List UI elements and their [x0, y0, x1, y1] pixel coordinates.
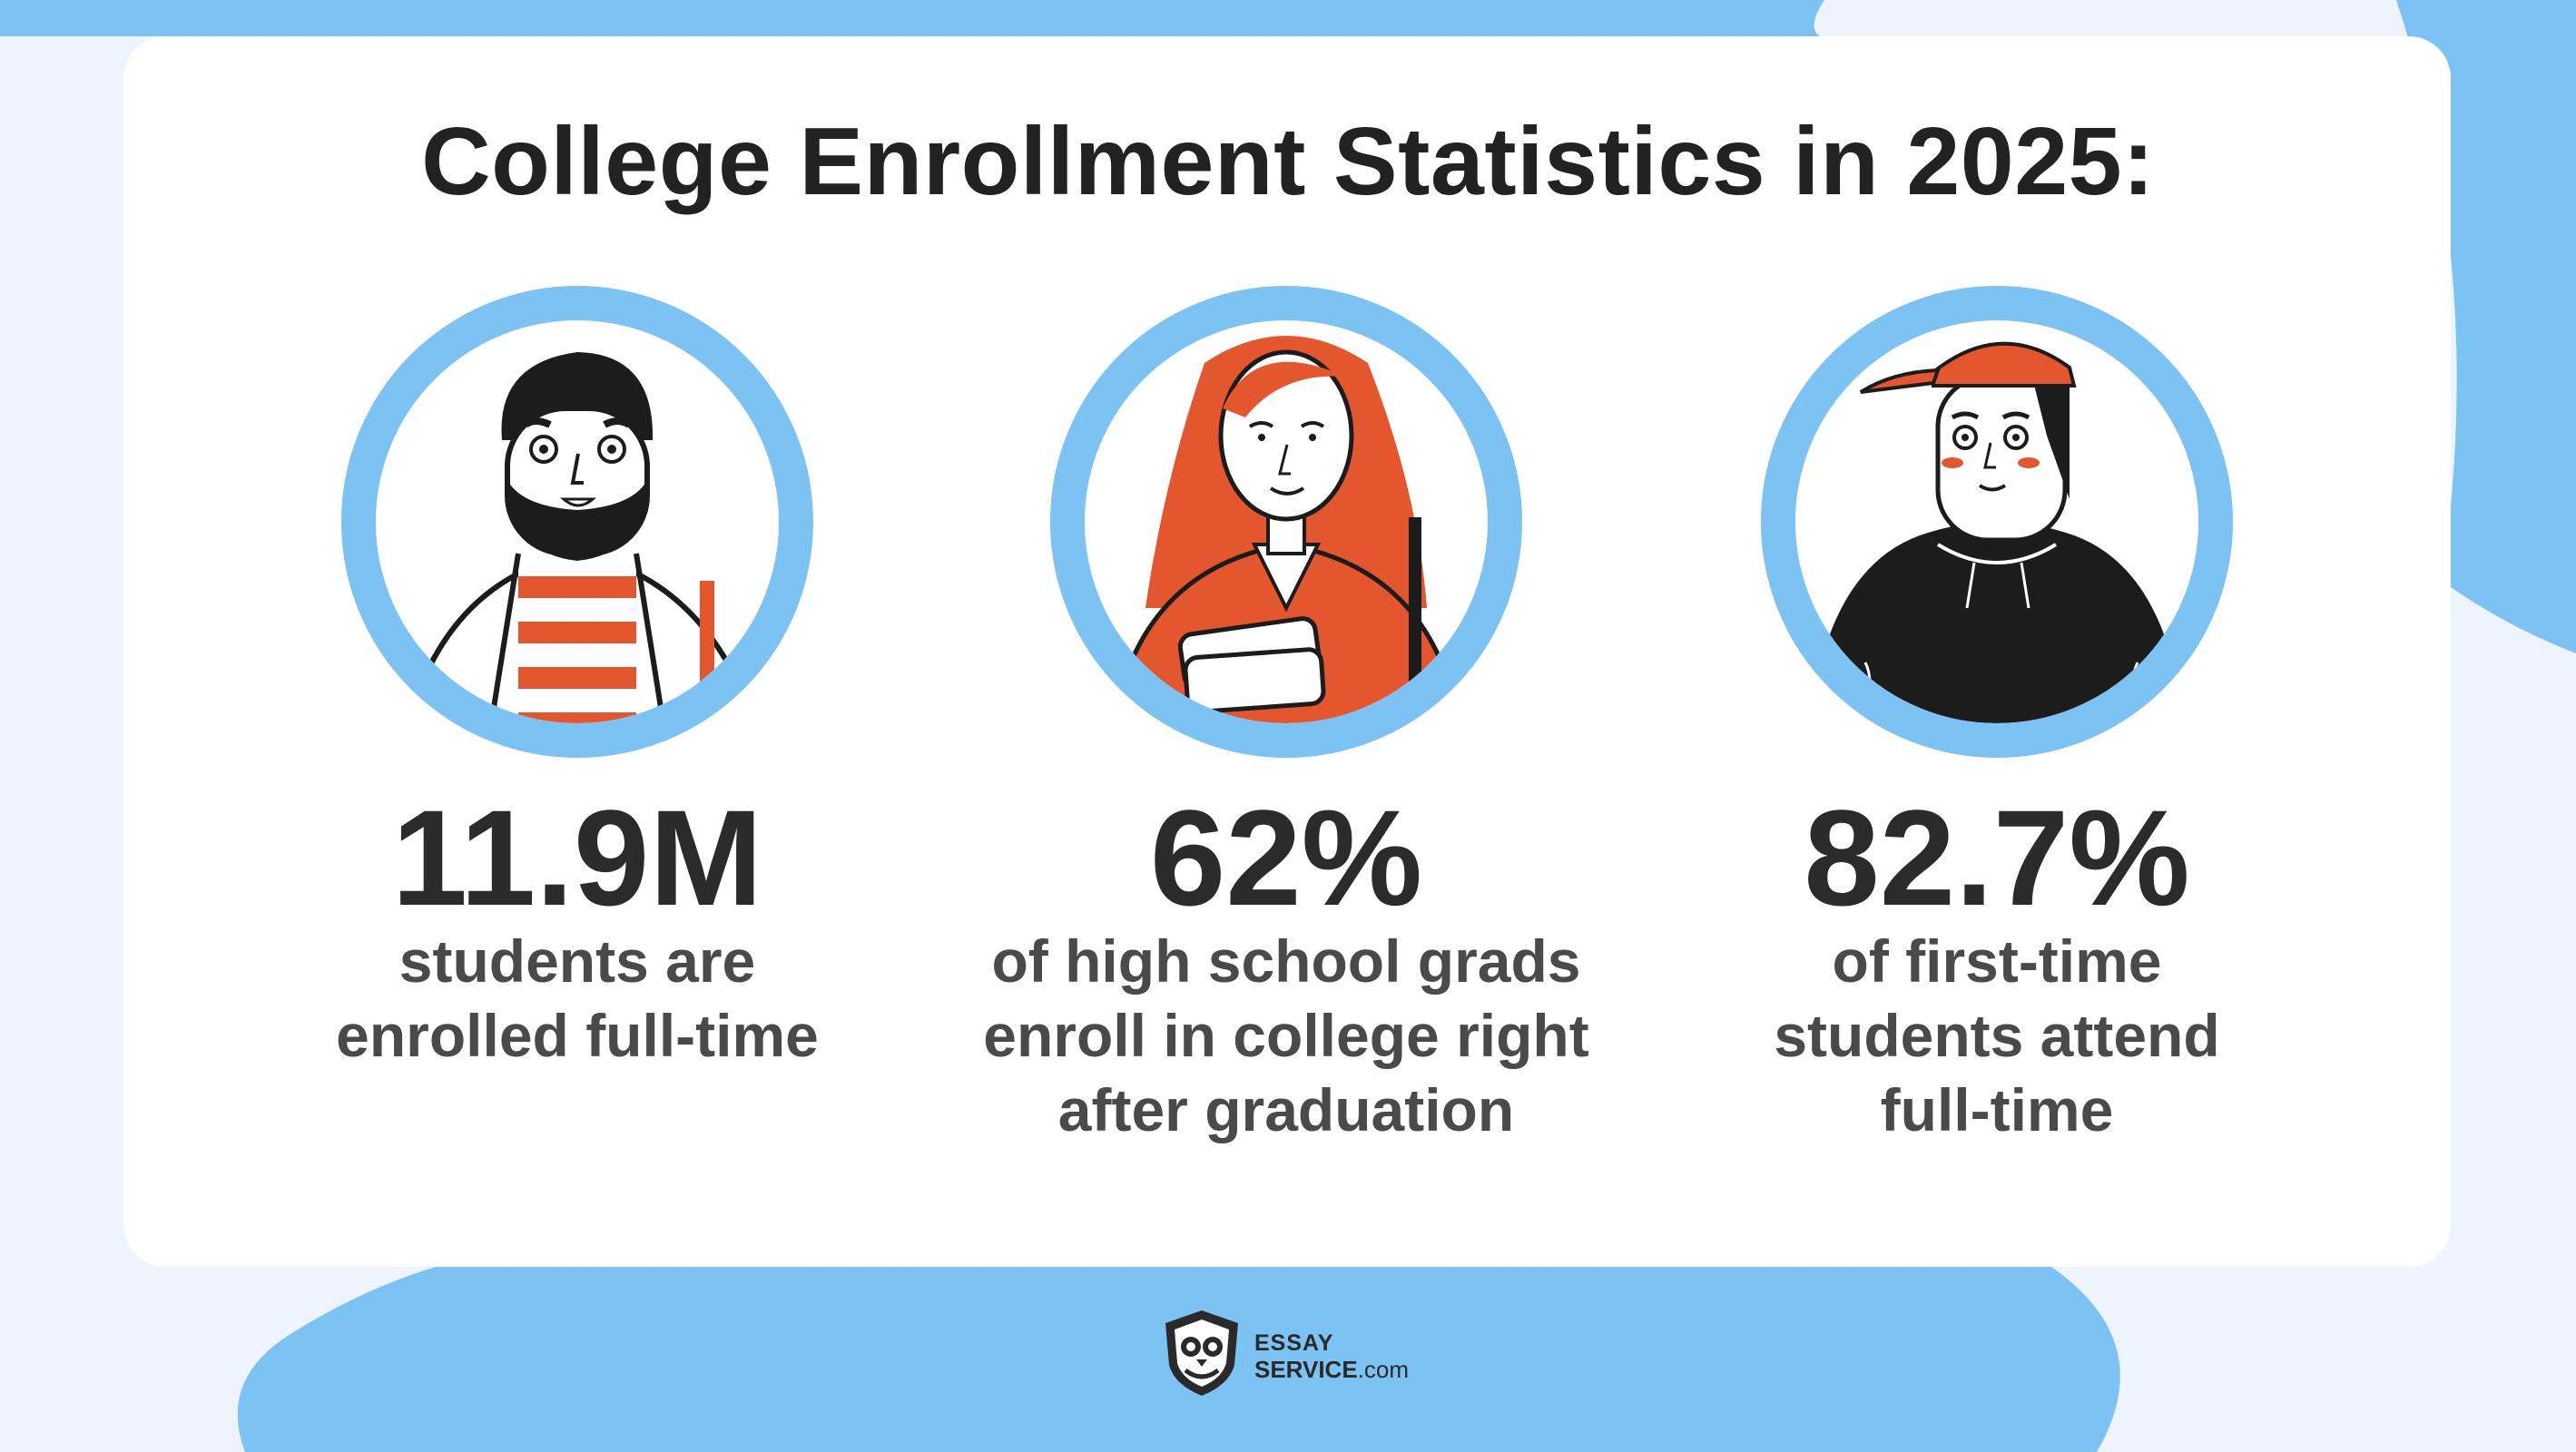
- essayservice-logo[interactable]: ESSAY SERVICE.com: [1158, 1307, 1431, 1398]
- stat-description-line: of first-time: [1832, 927, 2162, 995]
- stat-description-line: after graduation: [1057, 1076, 1515, 1143]
- stat-description-line: full-time: [1880, 1076, 2114, 1143]
- stat-description-line: students attend: [1774, 1002, 2220, 1069]
- stat-description-line: enrolled full-time: [336, 1002, 819, 1069]
- stat-description: of first-time students attend full-time: [1588, 924, 2405, 1147]
- stat-value: 82.7%: [1804, 781, 2190, 934]
- logo-suffix: .com: [1357, 1356, 1410, 1383]
- owl-shield-icon: [1165, 1310, 1238, 1396]
- logo-line-2: SERVICE.com: [1254, 1356, 1409, 1384]
- logo-brand: SERVICE: [1254, 1356, 1358, 1383]
- stat-description-line: students are: [398, 927, 756, 995]
- bearded-student-portrait: [337, 281, 818, 762]
- logo-line-1: ESSAY: [1254, 1330, 1334, 1356]
- stat-description: of high school grads enroll in college r…: [878, 924, 1695, 1147]
- cap-wearing-student-portrait: [1756, 281, 2237, 762]
- stat-value: 62%: [1149, 781, 1423, 934]
- stat-description-line: of high school grads: [991, 927, 1581, 995]
- stat-description: students are enrolled full-time: [169, 924, 986, 1073]
- stat-description-line: enroll in college right: [983, 1002, 1589, 1069]
- page-title: College Enrollment Statistics in 2025:: [421, 108, 2155, 215]
- red-haired-student-portrait: [1046, 281, 1527, 762]
- stat-value: 11.9M: [391, 781, 763, 934]
